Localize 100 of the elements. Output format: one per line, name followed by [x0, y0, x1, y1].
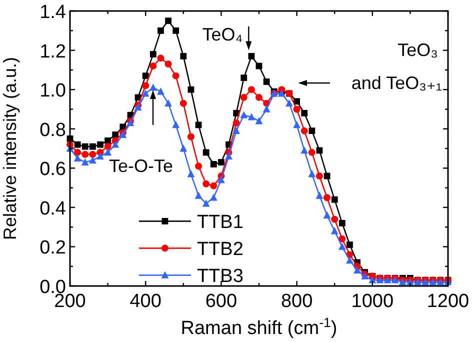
- point: [104, 137, 111, 144]
- point: [316, 172, 323, 180]
- point: [202, 149, 210, 156]
- point: [316, 192, 324, 199]
- x-tick-label: 1000: [351, 291, 394, 312]
- point: [89, 150, 96, 158]
- point: [142, 72, 149, 80]
- point: [330, 227, 338, 234]
- legend-label: TTB3: [196, 266, 244, 288]
- x-tick-label: 400: [130, 291, 162, 312]
- point: [293, 106, 300, 113]
- point: [165, 18, 172, 24]
- point: [195, 162, 202, 170]
- y-tick-label: 1.4: [40, 2, 66, 23]
- point: [97, 141, 104, 148]
- point: [157, 54, 164, 62]
- point: [338, 235, 346, 242]
- y-tick-label: 0.8: [40, 120, 66, 141]
- y-tick-label: 0.4: [40, 198, 66, 220]
- point: [338, 242, 346, 250]
- point: [81, 158, 89, 166]
- point: [232, 126, 240, 134]
- y-tick-label: 1.0: [40, 80, 66, 102]
- point: [180, 144, 188, 152]
- point: [195, 122, 202, 128]
- point: [142, 82, 150, 90]
- legend-label: TTB1: [196, 212, 244, 234]
- point: [240, 74, 248, 81]
- x-tick-label: 1200: [426, 291, 470, 312]
- point: [263, 78, 270, 85]
- point: [112, 140, 120, 148]
- point: [202, 200, 210, 207]
- point: [346, 242, 353, 248]
- point: [293, 120, 300, 128]
- point: [300, 127, 308, 134]
- point: [324, 194, 331, 202]
- point: [210, 161, 217, 168]
- point: [368, 276, 376, 284]
- point: [256, 94, 262, 101]
- point: [323, 211, 331, 218]
- legend-label: TTB2: [196, 239, 244, 260]
- point: [301, 110, 308, 116]
- point: [157, 88, 164, 95]
- point: [248, 52, 255, 60]
- point: [188, 86, 194, 93]
- point: [218, 176, 225, 184]
- point: [346, 256, 354, 264]
- point: [104, 143, 112, 150]
- point: [294, 98, 300, 105]
- point: [104, 148, 112, 156]
- y-axis-title: Relative intensity (a.u.): [0, 56, 20, 240]
- annotation: TeO₃ and TeO₃₊₁: [351, 40, 442, 93]
- point: [82, 143, 88, 150]
- point: [158, 27, 164, 34]
- point: [308, 148, 316, 156]
- point: [150, 51, 156, 58]
- point: [225, 152, 232, 160]
- point: [172, 72, 180, 80]
- point: [308, 170, 316, 178]
- point: [262, 105, 270, 112]
- point: [149, 84, 157, 91]
- point: [74, 141, 81, 148]
- point: [180, 52, 187, 60]
- point: [180, 100, 187, 107]
- point: [331, 216, 338, 223]
- point: [142, 90, 150, 97]
- point: [187, 133, 194, 140]
- annotation: TeO₄: [202, 24, 243, 44]
- y-tick-label: 0.6: [40, 159, 66, 180]
- point: [164, 99, 172, 107]
- point: [354, 266, 361, 274]
- point: [172, 120, 180, 128]
- x-tick-label: 800: [280, 291, 313, 312]
- point: [338, 220, 346, 226]
- point: [150, 62, 157, 70]
- point: [300, 146, 308, 154]
- point: [232, 119, 240, 126]
- point: [164, 60, 172, 68]
- point: [194, 192, 202, 199]
- point: [248, 86, 255, 94]
- y-tick-label: 0.2: [40, 238, 66, 259]
- point: [248, 113, 256, 120]
- x-axis-title: Raman shift (cm$^{-1}$): [180, 314, 338, 339]
- point: [74, 154, 82, 162]
- point: [210, 182, 218, 190]
- point: [202, 180, 210, 188]
- point: [218, 159, 224, 166]
- x-tick-label: 600: [205, 291, 238, 312]
- point: [88, 156, 96, 164]
- point: [112, 132, 119, 138]
- point: [82, 150, 89, 158]
- point: [89, 143, 96, 150]
- point: [255, 117, 263, 124]
- annotation: Te-O-Te: [108, 156, 174, 176]
- point: [331, 196, 338, 203]
- point: [187, 170, 195, 178]
- point: [286, 99, 293, 107]
- y-tick-label: 1.2: [40, 41, 66, 62]
- point: [240, 111, 248, 118]
- point: [74, 148, 82, 156]
